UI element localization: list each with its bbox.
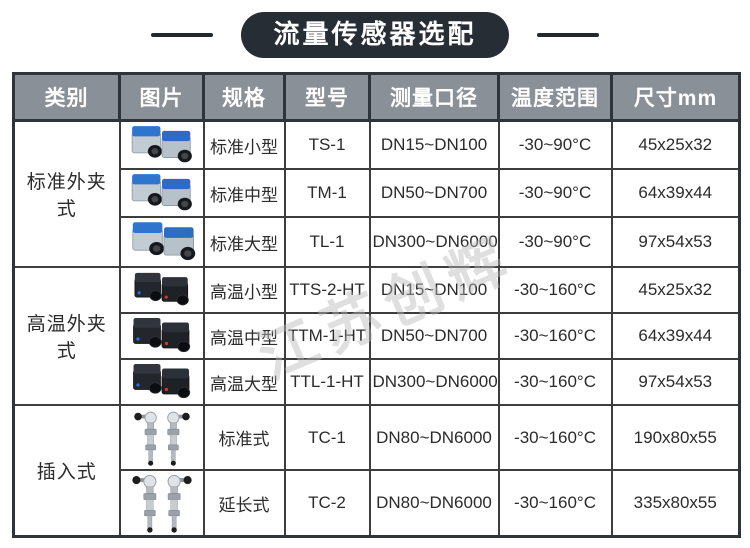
table-row: 高温外夹式 高温小型: [12, 266, 741, 406]
temp-cell: -30~90°C: [497, 216, 613, 268]
temp-cell: -30~160°C: [497, 404, 613, 471]
insertion-probe-icon: [133, 411, 190, 466]
temp-cell: -30~160°C: [497, 469, 613, 538]
table-row: 标准大型 TL-1 DN300~DN6000 -30~90°C 97x54x53: [14, 216, 741, 268]
page-title: 流量传感器选配: [241, 12, 509, 58]
diameter-cell: DN300~DN6000: [368, 358, 500, 406]
product-image-cell: [118, 266, 205, 314]
model-cell: TTM-1-HT: [283, 312, 371, 360]
product-image-cell: [118, 358, 205, 406]
table-row: 标准外夹式 标准小型 TS-1 DN15~DN100: [12, 119, 741, 268]
temp-cell: -30~160°C: [497, 312, 613, 360]
size-cell: 64x39x44: [610, 312, 741, 360]
page-title-row: 流量传感器选配: [0, 12, 750, 58]
diameter-cell: DN80~DN6000: [368, 404, 500, 471]
spec-cell: 延长式: [202, 469, 286, 538]
size-cell: 190x80x55: [610, 404, 741, 471]
temp-cell: -30~90°C: [497, 168, 613, 218]
diameter-cell: DN80~DN6000: [368, 469, 500, 538]
category-standard-clamp: 标准外夹式: [12, 119, 121, 268]
diameter-cell: DN15~DN100: [368, 266, 500, 314]
spec-cell: 高温大型: [202, 358, 286, 406]
spec-cell: 高温中型: [202, 312, 286, 360]
table-row: 标准中型 TM-1 DN50~DN700 -30~90°C 64x39x44: [14, 168, 741, 218]
black-transducer-icon: [134, 272, 189, 306]
model-cell: TTL-1-HT: [283, 358, 371, 406]
model-cell: TS-1: [283, 119, 371, 170]
header-temperature: 温度范围: [497, 72, 613, 122]
blue-transducer-icon: [131, 126, 192, 163]
header-spec: 规格: [202, 72, 286, 122]
insertion-probe-icon: [131, 474, 192, 533]
model-cell: TM-1: [283, 168, 371, 218]
table-row: 高温大型 TTL-1-HT DN300~DN6000 -30~160°C 97x…: [14, 358, 741, 406]
header-category: 类别: [12, 72, 121, 122]
size-cell: 64x39x44: [610, 168, 741, 218]
size-cell: 45x25x32: [610, 119, 741, 170]
size-cell: 335x80x55: [610, 469, 741, 538]
black-transducer-icon: [132, 364, 190, 399]
temp-cell: -30~90°C: [497, 119, 613, 170]
size-cell: 97x54x53: [610, 358, 741, 406]
blue-transducer-icon: [131, 174, 192, 211]
header-row: 类别 图片 规格 型号 测量口径 温度范围 尺寸mm: [12, 72, 741, 122]
blue-transducer-icon: [131, 222, 195, 261]
diameter-cell: DN50~DN700: [368, 312, 500, 360]
product-image-cell: [118, 469, 205, 538]
product-image-cell: [118, 216, 205, 268]
title-left-dash: [151, 33, 214, 37]
diameter-cell: DN15~DN100: [368, 119, 500, 170]
temp-cell: -30~160°C: [497, 266, 613, 314]
category-insertion: 插入式: [12, 404, 121, 538]
spec-cell: 标准小型: [202, 119, 286, 170]
model-cell: TL-1: [283, 216, 371, 268]
header-model: 型号: [283, 72, 371, 122]
size-cell: 45x25x32: [610, 266, 741, 314]
diameter-cell: DN50~DN700: [368, 168, 500, 218]
spec-cell: 标准大型: [202, 216, 286, 268]
table-row: 延长式 TC-2 DN80~DN6000 -30~160°C 335x80x55: [14, 469, 741, 538]
category-hightemp-clamp: 高温外夹式: [12, 266, 121, 406]
spec-cell: 高温小型: [202, 266, 286, 314]
header-size: 尺寸mm: [610, 72, 741, 122]
spec-cell: 标准中型: [202, 168, 286, 218]
product-image-cell: [118, 168, 205, 218]
black-transducer-icon: [132, 318, 190, 353]
title-right-dash: [536, 33, 599, 37]
model-cell: TTS-2-HT: [283, 266, 371, 314]
diameter-cell: DN300~DN6000: [368, 216, 500, 268]
product-image-cell: [118, 312, 205, 360]
product-image-cell: [118, 404, 205, 471]
table-row: 高温中型 TTM-1-HT DN50~DN700 -30~160°C 64x39…: [14, 312, 741, 360]
spec-cell: 标准式: [202, 404, 286, 471]
header-image: 图片: [118, 72, 205, 122]
size-cell: 97x54x53: [610, 216, 741, 268]
temp-cell: -30~160°C: [497, 358, 613, 406]
model-cell: TC-2: [283, 469, 371, 538]
header-diameter: 测量口径: [368, 72, 500, 122]
table-row: 插入式: [12, 404, 741, 538]
sensor-spec-table: 类别 图片 规格 型号 测量口径 温度范围 尺寸mm 标准外夹式: [12, 72, 741, 538]
product-image-cell: [118, 119, 205, 170]
model-cell: TC-1: [283, 404, 371, 471]
